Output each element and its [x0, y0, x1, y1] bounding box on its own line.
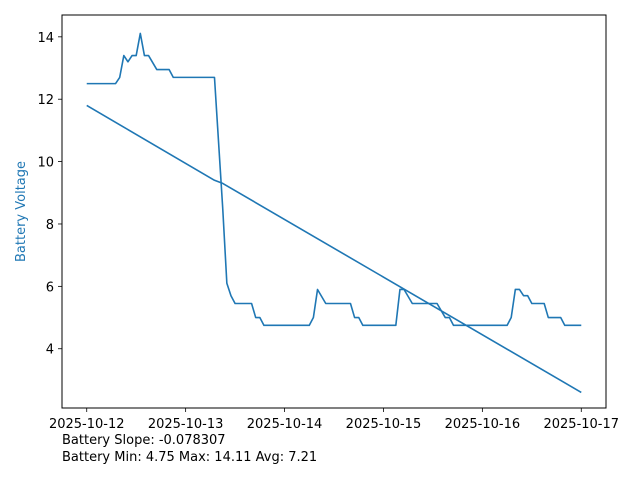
- x-tick-label: 2025-10-14: [247, 417, 323, 432]
- y-axis: 4 6 8 10 12 14: [37, 31, 62, 358]
- x-axis: 2025-10-12 2025-10-13 2025-10-14 2025-10-15…: [49, 408, 619, 432]
- y-tick-label: 4: [46, 343, 54, 358]
- y-tick-label: 12: [37, 93, 54, 108]
- x-tick-label: 2025-10-13: [148, 417, 224, 432]
- y-tick-label: 6: [46, 280, 54, 295]
- x-tick-label: 2025-10-17: [543, 417, 619, 432]
- axes-frame: [61, 14, 607, 409]
- battery-voltage-line: [86, 32, 582, 327]
- min-max-avg-text: Battery Min: 4.75 Max: 14.11 Avg: 7.21: [62, 450, 318, 465]
- y-tick-label: 10: [37, 156, 54, 171]
- x-tick-label: 2025-10-16: [445, 417, 521, 432]
- slope-text: Battery Slope: -0.078307: [62, 433, 226, 448]
- y-tick-label: 14: [37, 31, 54, 46]
- y-axis-label: Battery Voltage: [14, 161, 29, 262]
- plot-area: [86, 32, 582, 394]
- x-tick-label: 2025-10-12: [49, 417, 125, 432]
- y-tick-label: 8: [46, 218, 54, 233]
- x-tick-label: 2025-10-15: [346, 417, 422, 432]
- battery-trend-line: [86, 104, 582, 394]
